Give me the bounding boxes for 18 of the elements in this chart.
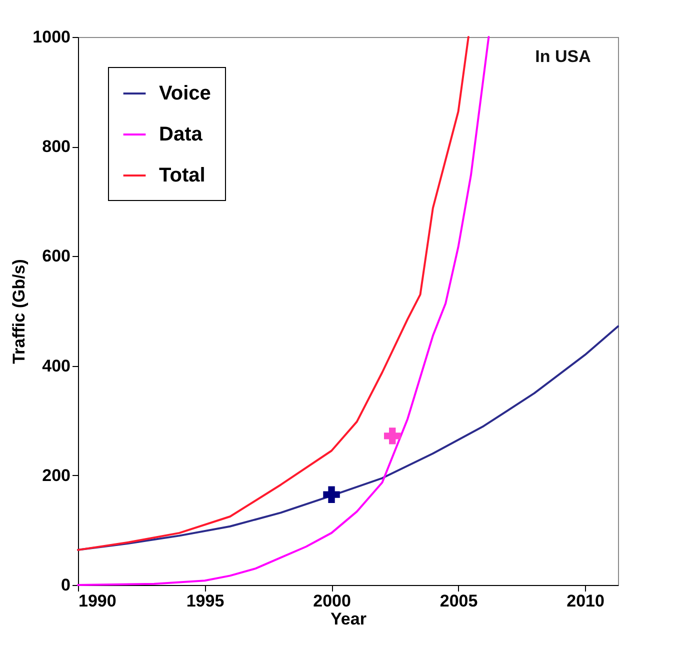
x-tick-label: 2010 xyxy=(566,592,604,610)
y-tick-label: 800 xyxy=(42,137,70,156)
legend-label: Voice xyxy=(159,82,211,104)
x-axis-title: Year xyxy=(330,610,367,628)
y-tick-label: 0 xyxy=(61,576,70,594)
x-tick-label: 2005 xyxy=(440,592,478,610)
y-tick-label: 200 xyxy=(42,466,70,485)
legend-label: Total xyxy=(159,164,206,186)
y-tick-label: 400 xyxy=(42,356,70,376)
legend-label: Data xyxy=(159,124,204,146)
y-tick-label: 1000 xyxy=(32,28,70,46)
x-tick-label: 1995 xyxy=(186,592,224,610)
line-series xyxy=(77,325,619,551)
y-tick-label: 600 xyxy=(42,246,70,266)
y-axis-title: Traffic (Gb/s) xyxy=(10,259,29,364)
x-tick-label: 1990 xyxy=(78,592,116,610)
x-tick-label: 2000 xyxy=(313,592,351,610)
annotation: In USA xyxy=(535,47,591,66)
